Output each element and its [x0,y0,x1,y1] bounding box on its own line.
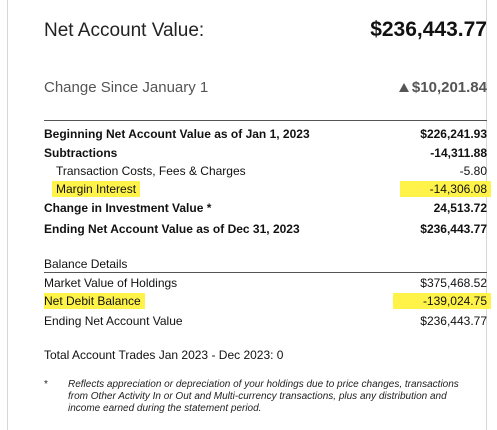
change-investment-label: Change in Investment Value * [44,201,212,215]
footnote: * Reflects appreciation or depreciation … [44,379,484,415]
balance-ending-value: $236,443.77 [420,314,487,328]
transaction-costs-label: Transaction Costs, Fees & Charges [56,164,246,178]
balance-row-ending: Ending Net Account Value $236,443.77 [44,314,487,328]
statement-row-margin-interest: Margin Interest -14,306.08 [44,181,491,197]
beginning-value-label: Beginning Net Account Value as of Jan 1,… [44,127,310,141]
change-since-jan-value: $10,201.84 [411,79,487,96]
change-since-jan-row: Change Since January 1 $10,201.84 [44,79,487,96]
statement-row-subtractions: Subtractions -14,311.88 [44,146,487,160]
statement-row-change-investment: Change in Investment Value * 24,513.72 [44,201,487,215]
net-debit-value: -139,024.75 [392,293,491,309]
statement-row-ending: Ending Net Account Value as of Dec 31, 2… [44,222,487,236]
market-value: $375,468.52 [420,276,487,290]
change-since-jan-label: Change Since January 1 [44,79,209,96]
trades-row: Total Account Trades Jan 2023 - Dec 2023… [44,348,487,362]
balance-details-title-row: Balance Details [44,257,487,273]
balance-ending-label: Ending Net Account Value [44,314,183,328]
up-triangle-icon [398,83,409,92]
ending-value-label: Ending Net Account Value as of Dec 31, 2… [44,222,300,236]
margin-interest-label: Margin Interest [52,181,141,197]
balance-details-title: Balance Details [44,257,128,273]
transaction-costs-value: -5.80 [459,164,487,178]
change-investment-value: 24,513.72 [433,201,487,215]
beginning-value: $226,241.93 [420,127,487,141]
statement-row-transaction-costs: Transaction Costs, Fees & Charges -5.80 [44,164,487,178]
net-account-value-row: Net Account Value: $236,443.77 [44,18,487,42]
balance-divider [44,272,487,273]
net-debit-label: Net Debit Balance [44,293,145,309]
change-since-jan-value-wrap: $10,201.84 [398,79,487,96]
balance-row-market-value: Market Value of Holdings $375,468.52 [44,276,487,290]
total-trades-text: Total Account Trades Jan 2023 - Dec 2023… [44,348,284,362]
section-divider [44,120,487,121]
statement-panel [7,0,487,430]
statement-row-beginning: Beginning Net Account Value as of Jan 1,… [44,127,487,141]
net-account-value: $236,443.77 [370,18,487,41]
ending-value: $236,443.77 [420,222,487,236]
subtractions-label: Subtractions [44,146,118,160]
balance-row-net-debit: Net Debit Balance -139,024.75 [44,293,491,309]
net-account-value-label: Net Account Value: [44,20,205,41]
market-value-label: Market Value of Holdings [44,276,178,290]
margin-interest-label-wrap: Margin Interest [44,181,141,197]
margin-interest-value: -14,306.08 [399,181,491,197]
footnote-text: Reflects appreciation or depreciation of… [68,379,459,414]
subtractions-value: -14,311.88 [430,146,487,160]
footnote-marker: * [44,379,48,390]
